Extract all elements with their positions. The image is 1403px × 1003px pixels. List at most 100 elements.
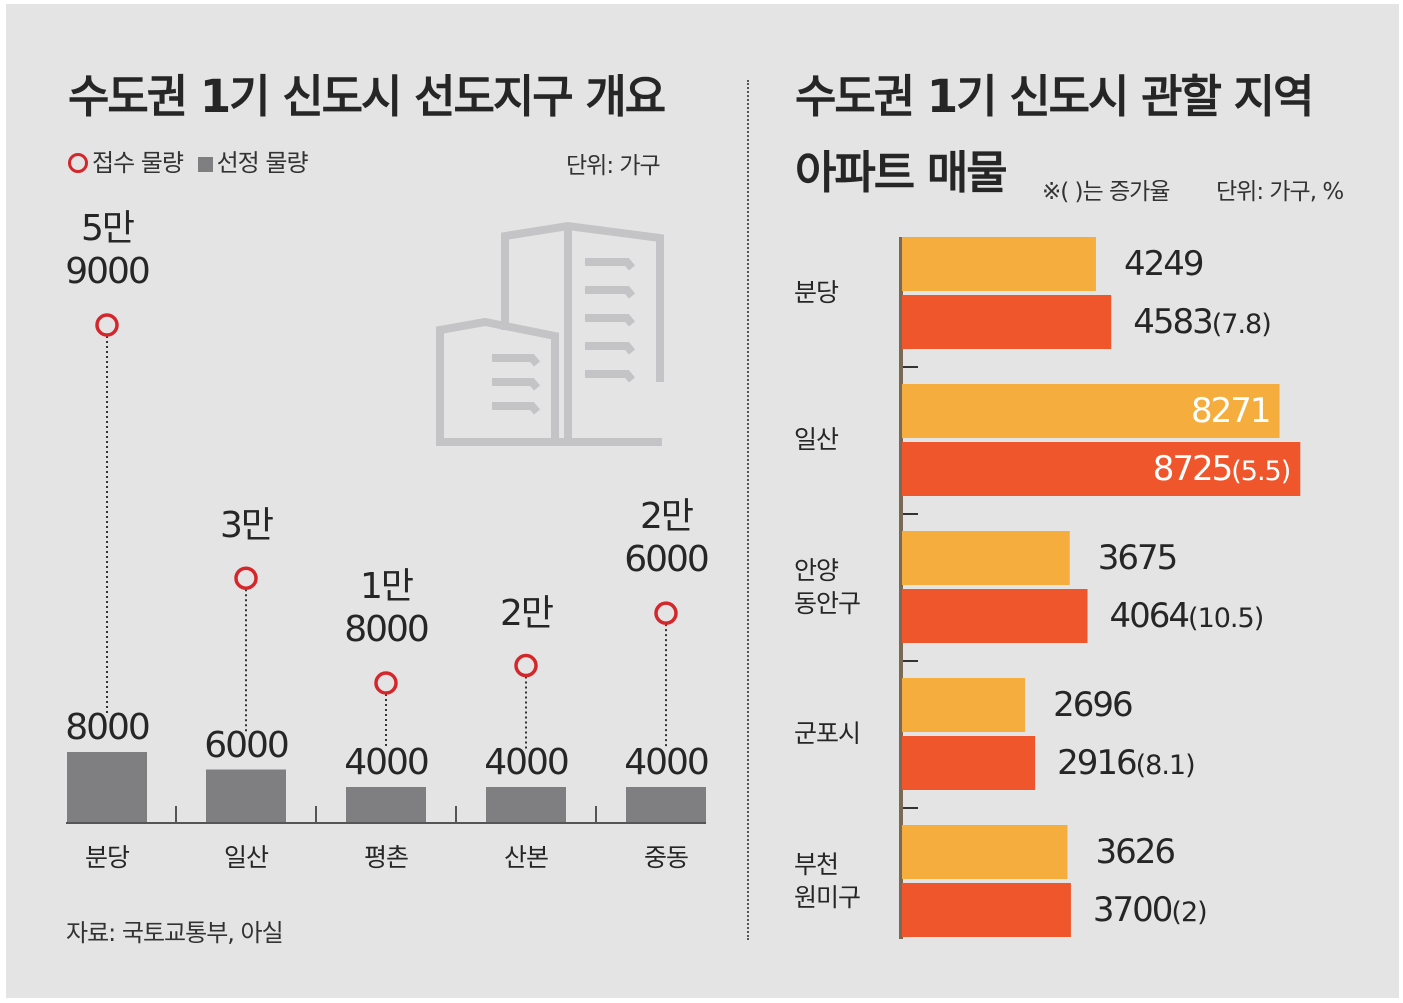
listing-before-value: 3675 — [1097, 538, 1179, 578]
received-value-label: 5만 9000 — [47, 207, 167, 293]
listing-before-value: 3626 — [1095, 832, 1177, 872]
received-value-line: 1만 — [359, 566, 414, 607]
region-label-line: 부천 — [794, 850, 839, 879]
listing-after-value: 3700(2) — [1092, 890, 1208, 930]
received-marker — [654, 601, 678, 625]
infographic-panel — [6, 4, 1399, 998]
received-value-label: 2만 — [466, 592, 586, 635]
received-value-label: 3만 — [186, 504, 306, 547]
right-chart-title-line2: 아파트 매물 — [795, 146, 1008, 199]
listing-after-value: 4583(7.8) — [1133, 302, 1272, 342]
listing-before-value: 4249 — [1123, 244, 1205, 284]
region-label-line: 군포시 — [794, 719, 861, 748]
selected-value-label: 4000 — [624, 742, 710, 783]
legend: 접수 물량 선정 물량 — [68, 143, 309, 178]
selected-value-label: 4000 — [484, 742, 570, 783]
received-value-line: 2만 — [499, 592, 554, 634]
selected-bar — [346, 787, 426, 822]
listing-growth-rate: (7.8) — [1211, 309, 1272, 340]
category-label: 평촌 — [363, 843, 409, 872]
listing-after-bar — [902, 883, 1071, 937]
region-label-line: 원미구 — [794, 882, 861, 912]
listing-after-number: 4064 — [1109, 596, 1191, 636]
region-label: 일산 — [794, 424, 839, 457]
building-windows-tall — [585, 258, 636, 383]
right-note-label: ※( )는 증가율 — [1042, 179, 1170, 205]
received-value-label: 1만 8000 — [326, 565, 446, 651]
received-value-line: 2만 — [639, 496, 694, 538]
received-value-line: 9000 — [65, 251, 151, 293]
region-label-line: 동안구 — [794, 588, 861, 618]
legend-received-item: 접수 물량 — [68, 149, 184, 177]
right-axis-shadow — [899, 237, 903, 939]
received-value-line: 3만 — [219, 505, 274, 547]
listing-before-value: 8271 — [1191, 391, 1272, 431]
listing-after-value: 4064(10.5) — [1109, 596, 1265, 636]
selected-bar — [486, 787, 566, 822]
legend-selected-item: 선정 물량 — [197, 149, 309, 177]
category-label: 중동 — [643, 843, 689, 872]
listing-before-bar — [902, 237, 1096, 291]
selected-bar — [626, 787, 706, 822]
region-label: 분당 — [794, 277, 839, 310]
selected-bar — [67, 752, 147, 822]
listing-after-number: 2916 — [1057, 743, 1138, 783]
listing-after-number: 3700 — [1092, 890, 1174, 930]
listing-before-bar — [902, 384, 1280, 438]
legend-received-label: 접수 물량 — [92, 149, 184, 177]
listing-before-bar — [902, 531, 1070, 585]
listing-growth-rate: (10.5) — [1188, 603, 1264, 634]
legend-square-icon — [197, 157, 213, 172]
category-label: 산본 — [503, 843, 549, 872]
listing-after-value: 2916(8.1) — [1057, 743, 1196, 783]
listing-after-bar — [902, 589, 1088, 643]
listing-after-value: 8725(5.5) — [1090, 449, 1292, 489]
source-label: 자료: 국토교통부, 아실 — [66, 919, 284, 947]
region-label: 군포시 — [794, 718, 861, 751]
left-chart-marks — [66, 313, 706, 824]
selected-value-label: 6000 — [204, 724, 290, 766]
selected-value-label: 8000 — [65, 707, 151, 748]
received-marker — [374, 671, 398, 695]
region-label-line: 일산 — [794, 425, 839, 454]
received-marker — [514, 653, 538, 678]
building-icon — [436, 221, 664, 446]
building-small-outline — [436, 317, 559, 442]
selected-value-label: 4000 — [344, 742, 430, 783]
selected-bar — [206, 769, 286, 822]
listing-after-number: 8725 — [1152, 449, 1234, 489]
right-chart-marks — [899, 237, 1301, 939]
listing-before-bar — [902, 825, 1068, 879]
region-label-line: 분당 — [794, 278, 839, 307]
listing-growth-rate: (8.1) — [1135, 750, 1196, 781]
building-windows-small — [492, 354, 541, 415]
received-marker — [95, 313, 119, 337]
listing-before-bar — [902, 678, 1026, 732]
legend-selected-label: 선정 물량 — [216, 149, 309, 177]
listing-after-number: 4583 — [1133, 302, 1214, 342]
right-unit-label: 단위: 가구, % — [1216, 179, 1344, 205]
left-chart-title: 수도권 1기 신도시 선도지구 개요 — [68, 70, 666, 123]
listing-before-value: 2696 — [1053, 685, 1134, 725]
region-label-line: 안양 — [794, 556, 839, 585]
listing-after-bar — [902, 442, 1301, 496]
left-unit-label: 단위: 가구 — [566, 153, 661, 179]
category-label: 일산 — [223, 843, 269, 872]
received-value-label: 2만 6000 — [606, 495, 726, 581]
received-value-line: 6000 — [624, 539, 710, 581]
legend-circle-icon — [68, 153, 88, 173]
listing-growth-rate: (5.5) — [1231, 456, 1291, 487]
listing-after-bar — [902, 295, 1112, 349]
category-label: 분당 — [84, 843, 130, 872]
received-value-line: 8000 — [344, 609, 430, 651]
listing-growth-rate: (2) — [1171, 897, 1207, 928]
received-marker — [234, 566, 258, 590]
received-value-line: 5만 — [80, 208, 135, 249]
panel-divider — [747, 80, 749, 940]
right-chart-title-line1: 수도권 1기 신도시 관할 지역 — [795, 70, 1314, 123]
listing-after-bar — [902, 736, 1036, 790]
